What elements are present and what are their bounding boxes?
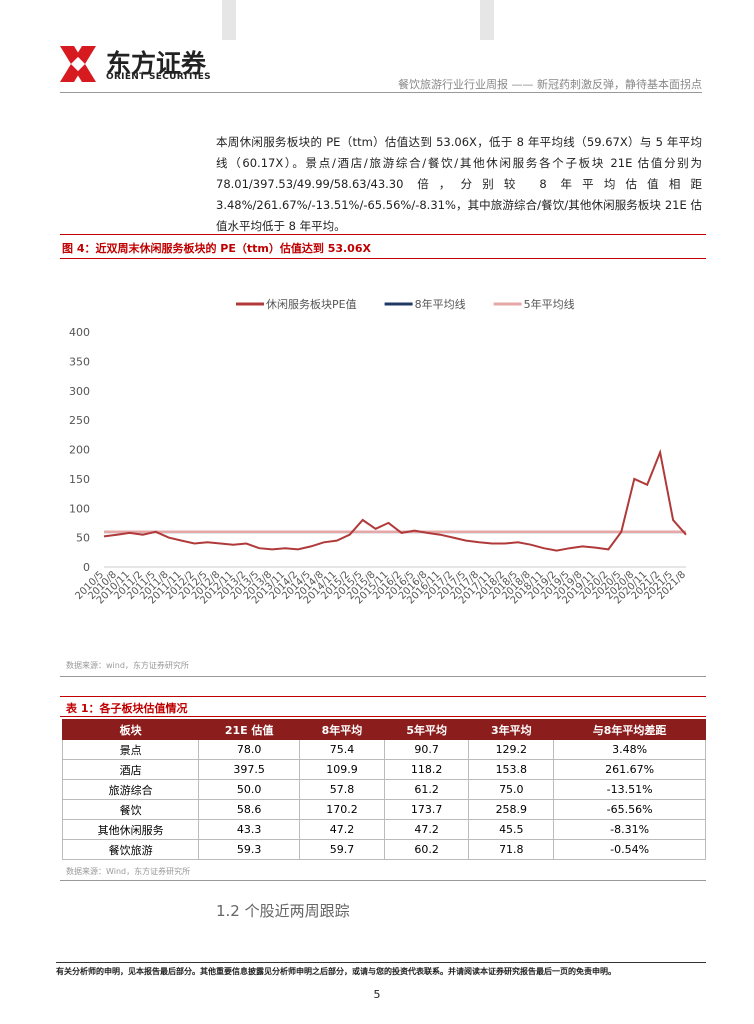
table-cell: 58.6: [198, 799, 301, 820]
legend-label: 8年平均线: [415, 297, 466, 311]
table-row: 景点 78.0 75.4 90.7 129.2 3.48%: [61, 739, 706, 760]
decor-bar: [480, 0, 494, 40]
table-cell: 153.8: [468, 759, 555, 780]
y-tick-label: 150: [69, 473, 90, 486]
table-caption: 表 1：各子板块估值情况: [66, 702, 188, 715]
table-cell: 45.5: [468, 819, 555, 840]
legend-label: 休闲服务板块PE值: [266, 297, 357, 311]
table-cell: 酒店: [61, 759, 200, 780]
table-cell: 261.67%: [553, 759, 706, 780]
table-cell: 59.7: [299, 839, 385, 860]
footer-rule: [56, 962, 706, 963]
rule: [60, 676, 706, 677]
table-cell: 50.0: [198, 779, 301, 800]
table-cell: -0.54%: [553, 839, 706, 860]
y-tick-label: 400: [69, 326, 90, 339]
logo-cn: 东方证券: [106, 49, 207, 78]
table-cell: 118.2: [383, 759, 470, 780]
table-row: 餐饮 58.6 170.2 173.7 258.9 -65.56%: [61, 799, 706, 820]
table-header-cell: 3年平均: [468, 719, 555, 740]
table-cell: 75.4: [299, 739, 385, 760]
table-row: 旅游综合 50.0 57.8 61.2 75.0 -13.51%: [61, 779, 706, 800]
table-header-cell: 5年平均: [383, 719, 470, 740]
rule: [60, 696, 706, 697]
rule: [60, 880, 706, 881]
decor-bar: [222, 0, 236, 40]
table-header-cell: 与8年平均差距: [553, 719, 706, 740]
table-cell: 59.3: [198, 839, 301, 860]
rule: [60, 258, 706, 259]
y-tick-label: 50: [76, 532, 90, 545]
y-tick-label: 250: [69, 414, 90, 427]
table-cell: 3.48%: [553, 739, 706, 760]
table-cell: 71.8: [468, 839, 555, 860]
y-tick-label: 350: [69, 355, 90, 368]
table-cell: 其他休闲服务: [61, 819, 200, 840]
table-row: 餐饮旅游 59.3 59.7 60.2 71.8 -0.54%: [61, 839, 706, 860]
y-tick-label: 0: [83, 561, 90, 574]
table-cell: 397.5: [198, 759, 301, 780]
table-cell: 109.9: [299, 759, 385, 780]
table-cell: 75.0: [468, 779, 555, 800]
table-cell: -8.31%: [553, 819, 706, 840]
table-cell: 61.2: [383, 779, 470, 800]
table-source: 数据来源：Wind，东方证券研究所: [66, 867, 191, 876]
table-cell: 90.7: [383, 739, 470, 760]
table-cell: 173.7: [383, 799, 470, 820]
header-rule: [60, 92, 702, 93]
logo-icon: [60, 46, 96, 82]
table-cell: 57.8: [299, 779, 385, 800]
table-cell: 170.2: [299, 799, 385, 820]
page-number: 5: [373, 988, 381, 1001]
figure-caption: 图 4：近双周末休闲服务板块的 PE（ttm）估值达到 53.06X: [62, 242, 371, 255]
table-cell: 60.2: [383, 839, 470, 860]
table-cell: 78.0: [198, 739, 301, 760]
table-cell: -65.56%: [553, 799, 706, 820]
figure-source: 数据来源：wind，东方证券研究所: [66, 661, 189, 670]
table-header-cell: 8年平均: [299, 719, 385, 740]
table-cell: 47.2: [383, 819, 470, 840]
table-cell: -13.51%: [553, 779, 706, 800]
rule: [60, 716, 706, 717]
y-tick-label: 100: [69, 502, 90, 515]
legend-label: 5年平均线: [524, 297, 575, 311]
report-title: 餐饮旅游行业行业周报 —— 新冠药刺激反弹，静待基本面拐点: [398, 78, 702, 91]
table-cell: 43.3: [198, 819, 301, 840]
footer-disclaimer: 有关分析师的申明，见本报告最后部分。其他重要信息披露见分析师申明之后部分，或请与…: [56, 967, 616, 976]
y-tick-label: 200: [69, 444, 90, 457]
table-header-cell: 21E 估值: [198, 719, 301, 740]
table-cell: 餐饮: [61, 799, 200, 820]
table: 板块 21E 估值 8年平均 5年平均 3年平均 与8年平均差距 景点 78.0 75.4 90.…: [61, 719, 706, 860]
table-row: 酒店 397.5 109.9 118.2 153.8 261.67%: [61, 759, 706, 780]
table-cell: 景点: [61, 739, 200, 760]
series-line: [103, 448, 687, 552]
chart: 0501001502002503003504002010/52010/82010…: [69, 297, 688, 606]
table-cell: 47.2: [299, 819, 385, 840]
table-header-row: 板块 21E 估值 8年平均 5年平均 3年平均 与8年平均差距: [61, 719, 706, 740]
table-row: 其他休闲服务 43.3 47.2 47.2 45.5 -8.31%: [61, 819, 706, 840]
paragraph: 本周休闲服务板块的 PE（ttm）估值达到 53.06X，低于 8 年平均线（5…: [216, 135, 702, 233]
table-cell: 258.9: [468, 799, 555, 820]
table-cell: 旅游综合: [61, 779, 200, 800]
table-cell: 129.2: [468, 739, 555, 760]
table-header-cell: 板块: [61, 719, 200, 740]
y-tick-label: 300: [69, 385, 90, 398]
logo-en: ORIENT SECURITIES: [106, 72, 211, 82]
rule: [60, 234, 706, 235]
section-heading: 1.2 个股近两周跟踪: [216, 902, 350, 920]
table-cell: 餐饮旅游: [61, 839, 200, 860]
